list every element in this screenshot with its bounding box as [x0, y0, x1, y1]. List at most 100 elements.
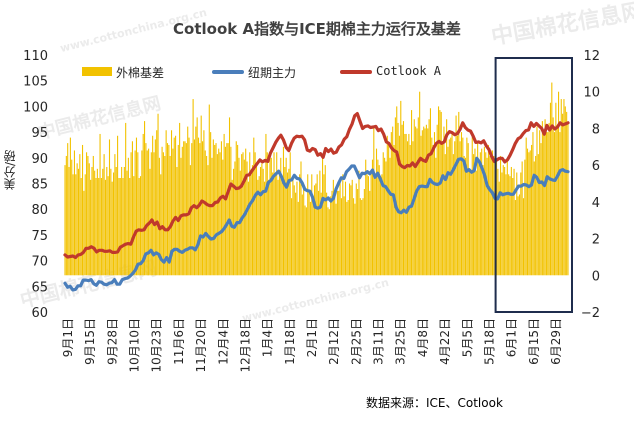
- x-tick-label: 10月23日: [150, 318, 164, 373]
- basis-bar: [111, 181, 113, 276]
- basis-bar: [522, 198, 525, 276]
- basis-bar: [560, 99, 562, 276]
- basis-bar: [72, 174, 74, 276]
- basis-bar: [88, 163, 90, 276]
- basis-bar: [233, 168, 235, 276]
- x-tick-label: 3月11日: [372, 318, 386, 365]
- basis-bar: [117, 135, 119, 276]
- x-tick-label: 12月4日: [216, 318, 230, 365]
- basis-bar: [165, 130, 167, 276]
- basis-bar: [312, 201, 314, 276]
- basis-bar: [439, 110, 441, 276]
- basis-bar: [269, 155, 271, 276]
- basis-bar: [520, 172, 522, 276]
- basis-bar: [77, 168, 80, 276]
- y-right-tick-label: 0: [592, 269, 600, 284]
- basis-bar: [204, 150, 206, 276]
- basis-bar: [549, 102, 552, 276]
- basis-bar: [556, 126, 558, 276]
- basis-bar: [208, 104, 210, 276]
- basis-bar: [223, 133, 225, 276]
- basis-bar: [501, 172, 503, 276]
- x-tick-label: 5月18日: [483, 318, 497, 365]
- basis-bar: [346, 201, 348, 276]
- basis-bar: [255, 163, 258, 276]
- basis-bar: [122, 177, 124, 276]
- x-tick-label: 11月6日: [172, 318, 186, 365]
- basis-bar: [129, 177, 131, 276]
- basis-bar: [175, 135, 177, 276]
- basis-bar: [160, 174, 162, 276]
- y-left-tick-label: 75: [31, 229, 48, 244]
- basis-bar: [224, 146, 227, 276]
- basis-bar: [73, 150, 75, 276]
- x-tick-label: 4月8日: [416, 318, 430, 357]
- basis-bar: [350, 185, 352, 276]
- basis-bar: [220, 141, 222, 276]
- x-tick-label: 9月28日: [105, 318, 119, 365]
- basis-bar: [135, 137, 138, 276]
- x-tick-label: 1月4日: [261, 318, 275, 357]
- basis-bar: [375, 148, 378, 276]
- basis-bar: [390, 132, 392, 276]
- basis-bar: [562, 113, 564, 276]
- basis-bar: [471, 135, 473, 276]
- basis-bar: [90, 179, 92, 276]
- basis-bar: [300, 161, 302, 276]
- basis-bar: [328, 209, 330, 276]
- basis-bar: [137, 152, 139, 276]
- basis-bar: [486, 157, 488, 276]
- basis-bar: [469, 170, 471, 276]
- basis-bar: [100, 177, 102, 276]
- basis-bar: [432, 144, 434, 276]
- basis-bar: [417, 117, 419, 276]
- basis-bar: [309, 201, 311, 276]
- basis-bar: [200, 115, 202, 276]
- basis-bar: [206, 155, 208, 276]
- basis-bar: [119, 177, 121, 276]
- basis-bar: [419, 91, 421, 276]
- basis-bar: [69, 137, 71, 276]
- basis-bar: [311, 174, 313, 276]
- basis-bar: [436, 124, 438, 276]
- x-tick-label: 5月5日: [460, 318, 474, 357]
- basis-bar: [216, 154, 218, 276]
- basis-bar: [384, 157, 386, 276]
- basis-bar: [385, 161, 387, 276]
- basis-bar: [357, 189, 359, 276]
- basis-bar: [259, 166, 262, 276]
- basis-bar: [555, 102, 557, 276]
- basis-bar: [536, 126, 538, 276]
- basis-bar: [442, 141, 444, 276]
- basis-bar: [242, 152, 244, 276]
- basis-bar: [273, 152, 275, 276]
- x-tick-label: 11月20日: [194, 318, 208, 373]
- basis-bar: [234, 161, 236, 276]
- basis-bar: [219, 152, 221, 276]
- basis-bar: [367, 176, 369, 276]
- basis-bar: [521, 161, 523, 276]
- basis-bar: [513, 168, 515, 276]
- basis-bar: [528, 152, 530, 276]
- basis-bar: [139, 176, 142, 276]
- basis-bar: [363, 189, 365, 276]
- basis-bar: [487, 144, 489, 276]
- basis-bar: [510, 166, 512, 276]
- ice-series-line: [63, 156, 570, 292]
- x-tick-label: 3月25日: [394, 318, 408, 365]
- basis-bar: [126, 170, 128, 276]
- basis-bar: [466, 137, 468, 276]
- basis-bar: [369, 190, 371, 276]
- basis-bar: [473, 154, 475, 276]
- basis-bar: [142, 133, 144, 276]
- basis-bar: [388, 144, 390, 276]
- legend-label-ice: 纽期主力: [248, 66, 297, 80]
- basis-bar: [353, 198, 355, 276]
- basis-bar: [444, 154, 446, 276]
- basis-bar: [463, 155, 465, 276]
- basis-bar: [293, 185, 295, 276]
- basis-bar: [230, 146, 232, 276]
- basis-bar: [226, 143, 228, 276]
- basis-bar: [166, 143, 169, 276]
